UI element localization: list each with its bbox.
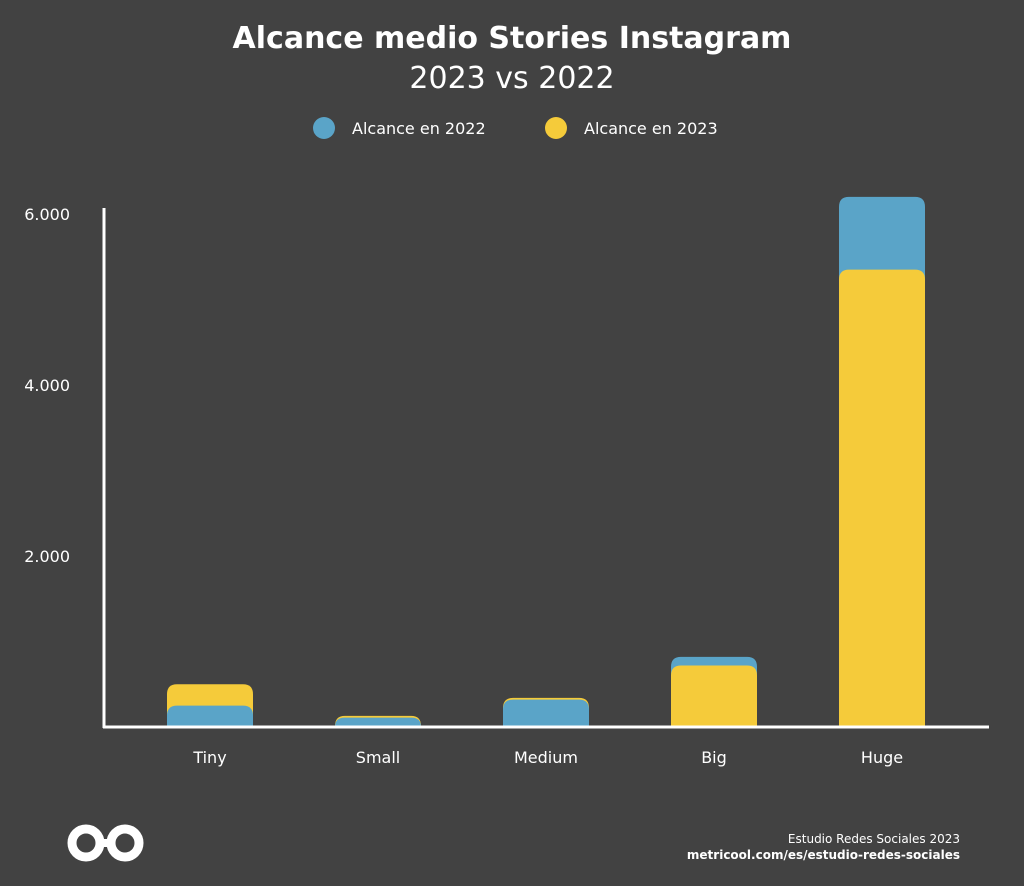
y-axis-ticks: 2.000 4.000 6.000	[24, 205, 70, 566]
legend-label-2022: Alcance en 2022	[352, 119, 486, 138]
bar-big-2023	[671, 665, 757, 727]
x-label-small: Small	[356, 748, 400, 767]
legend-label-2023: Alcance en 2023	[584, 119, 718, 138]
x-label-big: Big	[701, 748, 727, 767]
chart-title: Alcance medio Stories Instagram	[233, 21, 792, 56]
bar-medium-2022	[503, 699, 589, 727]
bars	[167, 196, 925, 727]
bar-huge-2023	[839, 269, 925, 727]
bar-tiny-2022	[167, 705, 253, 727]
legend-swatch-2023	[545, 117, 567, 139]
x-axis-labels: Tiny Small Medium Big Huge	[192, 748, 903, 767]
bar-small-2022	[335, 717, 421, 727]
y-tick-label-1: 4.000	[24, 376, 70, 395]
footer-url: metricool.com/es/estudio-redes-sociales	[687, 848, 960, 862]
legend-swatch-2022	[313, 117, 335, 139]
legend: Alcance en 2022 Alcance en 2023	[313, 117, 718, 139]
y-tick-label-0: 2.000	[24, 547, 70, 566]
x-label-tiny: Tiny	[192, 748, 226, 767]
infinity-loop-logo	[67, 824, 144, 862]
chart-subtitle: 2023 vs 2022	[409, 61, 614, 96]
y-tick-label-2: 6.000	[24, 205, 70, 224]
x-label-medium: Medium	[514, 748, 578, 767]
footer-study: Estudio Redes Sociales 2023	[788, 832, 960, 846]
x-label-huge: Huge	[861, 748, 903, 767]
